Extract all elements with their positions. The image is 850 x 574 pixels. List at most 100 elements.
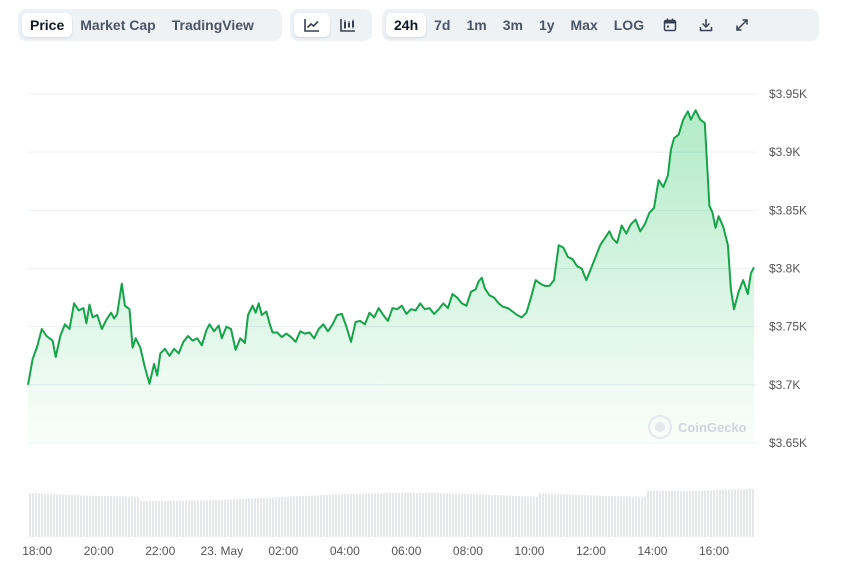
y-tick-label: $3.95K [769,87,807,101]
volume-bar [659,490,661,537]
volume-bar [299,496,301,537]
volume-bar [314,495,316,537]
volume-bar [341,494,343,537]
tab-price[interactable]: Price [22,13,73,37]
volume-bar [521,496,523,537]
volume-bar [752,488,754,537]
volume-bar [281,497,283,537]
volume-bar [71,494,73,537]
volume-bar [536,497,538,537]
candlestick-chart-icon[interactable] [330,13,366,37]
calendar-icon[interactable] [652,13,688,37]
volume-bar [38,493,40,537]
download-icon[interactable] [688,13,724,37]
x-tick-label: 06:00 [391,544,421,558]
volume-bar [614,496,616,537]
volume-bar [389,493,391,537]
volume-bar [227,499,229,537]
expand-icon[interactable] [724,13,760,37]
volume-bar [494,495,496,537]
range-1m[interactable]: 1m [466,17,487,33]
volume-bar [467,493,469,537]
volume-bar [542,493,544,537]
volume-bar [290,496,292,537]
range-1y[interactable]: 1y [538,17,555,33]
volume-bar [497,495,499,537]
volume-bar [611,496,613,537]
y-tick-label: $3.85K [769,203,807,217]
volume-bar [701,490,703,537]
volume-bar [710,490,712,537]
volume-bar [197,500,199,537]
volume-bar [509,495,511,537]
range-7d[interactable]: 7d [434,17,451,33]
log-scale-toggle[interactable]: LOG [613,17,645,33]
volume-bar [353,493,355,537]
volume-bar [368,493,370,537]
volume-bar [365,493,367,537]
volume-bar [74,495,76,537]
volume-bar [440,493,442,537]
volume-bar [287,496,289,537]
volume-bar [671,490,673,537]
volume-bar [422,493,424,537]
volume-bar [296,496,298,537]
volume-bar [92,495,94,537]
volume-bar [167,500,169,537]
volume-bar [68,494,70,537]
volume-bar [434,493,436,537]
volume-bar [677,490,679,537]
volume-bar [185,500,187,537]
volume-bar [158,500,160,537]
volume-bar [182,500,184,537]
x-tick-label: 22:00 [145,544,175,558]
y-tick-label: $3.9K [769,145,800,159]
volume-bar [518,496,520,537]
volume-bar [251,498,253,537]
volume-bar [344,494,346,537]
tab-market-cap[interactable]: Market Cap [80,17,156,33]
volume-bar [668,490,670,537]
volume-bar [254,498,256,537]
volume-bar [626,496,628,537]
range-max[interactable]: Max [570,17,598,33]
volume-bar [263,497,265,537]
volume-bar [482,494,484,537]
tab-trading-view[interactable]: TradingView [171,17,254,33]
volume-bar [59,494,61,537]
volume-bar [305,495,307,537]
volume-bar [602,495,604,537]
volume-bar [416,493,418,537]
x-tick-label: 16:00 [699,544,729,558]
volume-bar [77,495,79,537]
volume-bar [431,493,433,537]
volume-bar [29,493,31,537]
volume-bar [164,500,166,537]
volume-bar [608,496,610,537]
volume-bar [161,500,163,537]
volume-bar [704,490,706,537]
volume-bar [200,500,202,537]
price-line [27,109,755,385]
volume-bar [566,494,568,537]
volume-bar [119,496,121,537]
volume-bar [557,494,559,537]
volume-bar [584,495,586,537]
volume-bar [53,494,55,537]
volume-bar [215,499,217,537]
volume-bar [443,493,445,537]
volume-bar [320,495,322,537]
line-chart-icon[interactable] [294,13,330,37]
range-24h[interactable]: 24h [386,13,427,37]
volume-bar [698,490,700,537]
volume-bar [689,490,691,537]
volume-bar [650,490,652,537]
volume-bar [146,500,148,537]
volume-bar [419,493,421,537]
volume-bar [359,493,361,537]
volume-bar [398,493,400,537]
volume-bar [95,495,97,537]
range-3m[interactable]: 3m [502,17,523,33]
volume-bar [695,490,697,537]
